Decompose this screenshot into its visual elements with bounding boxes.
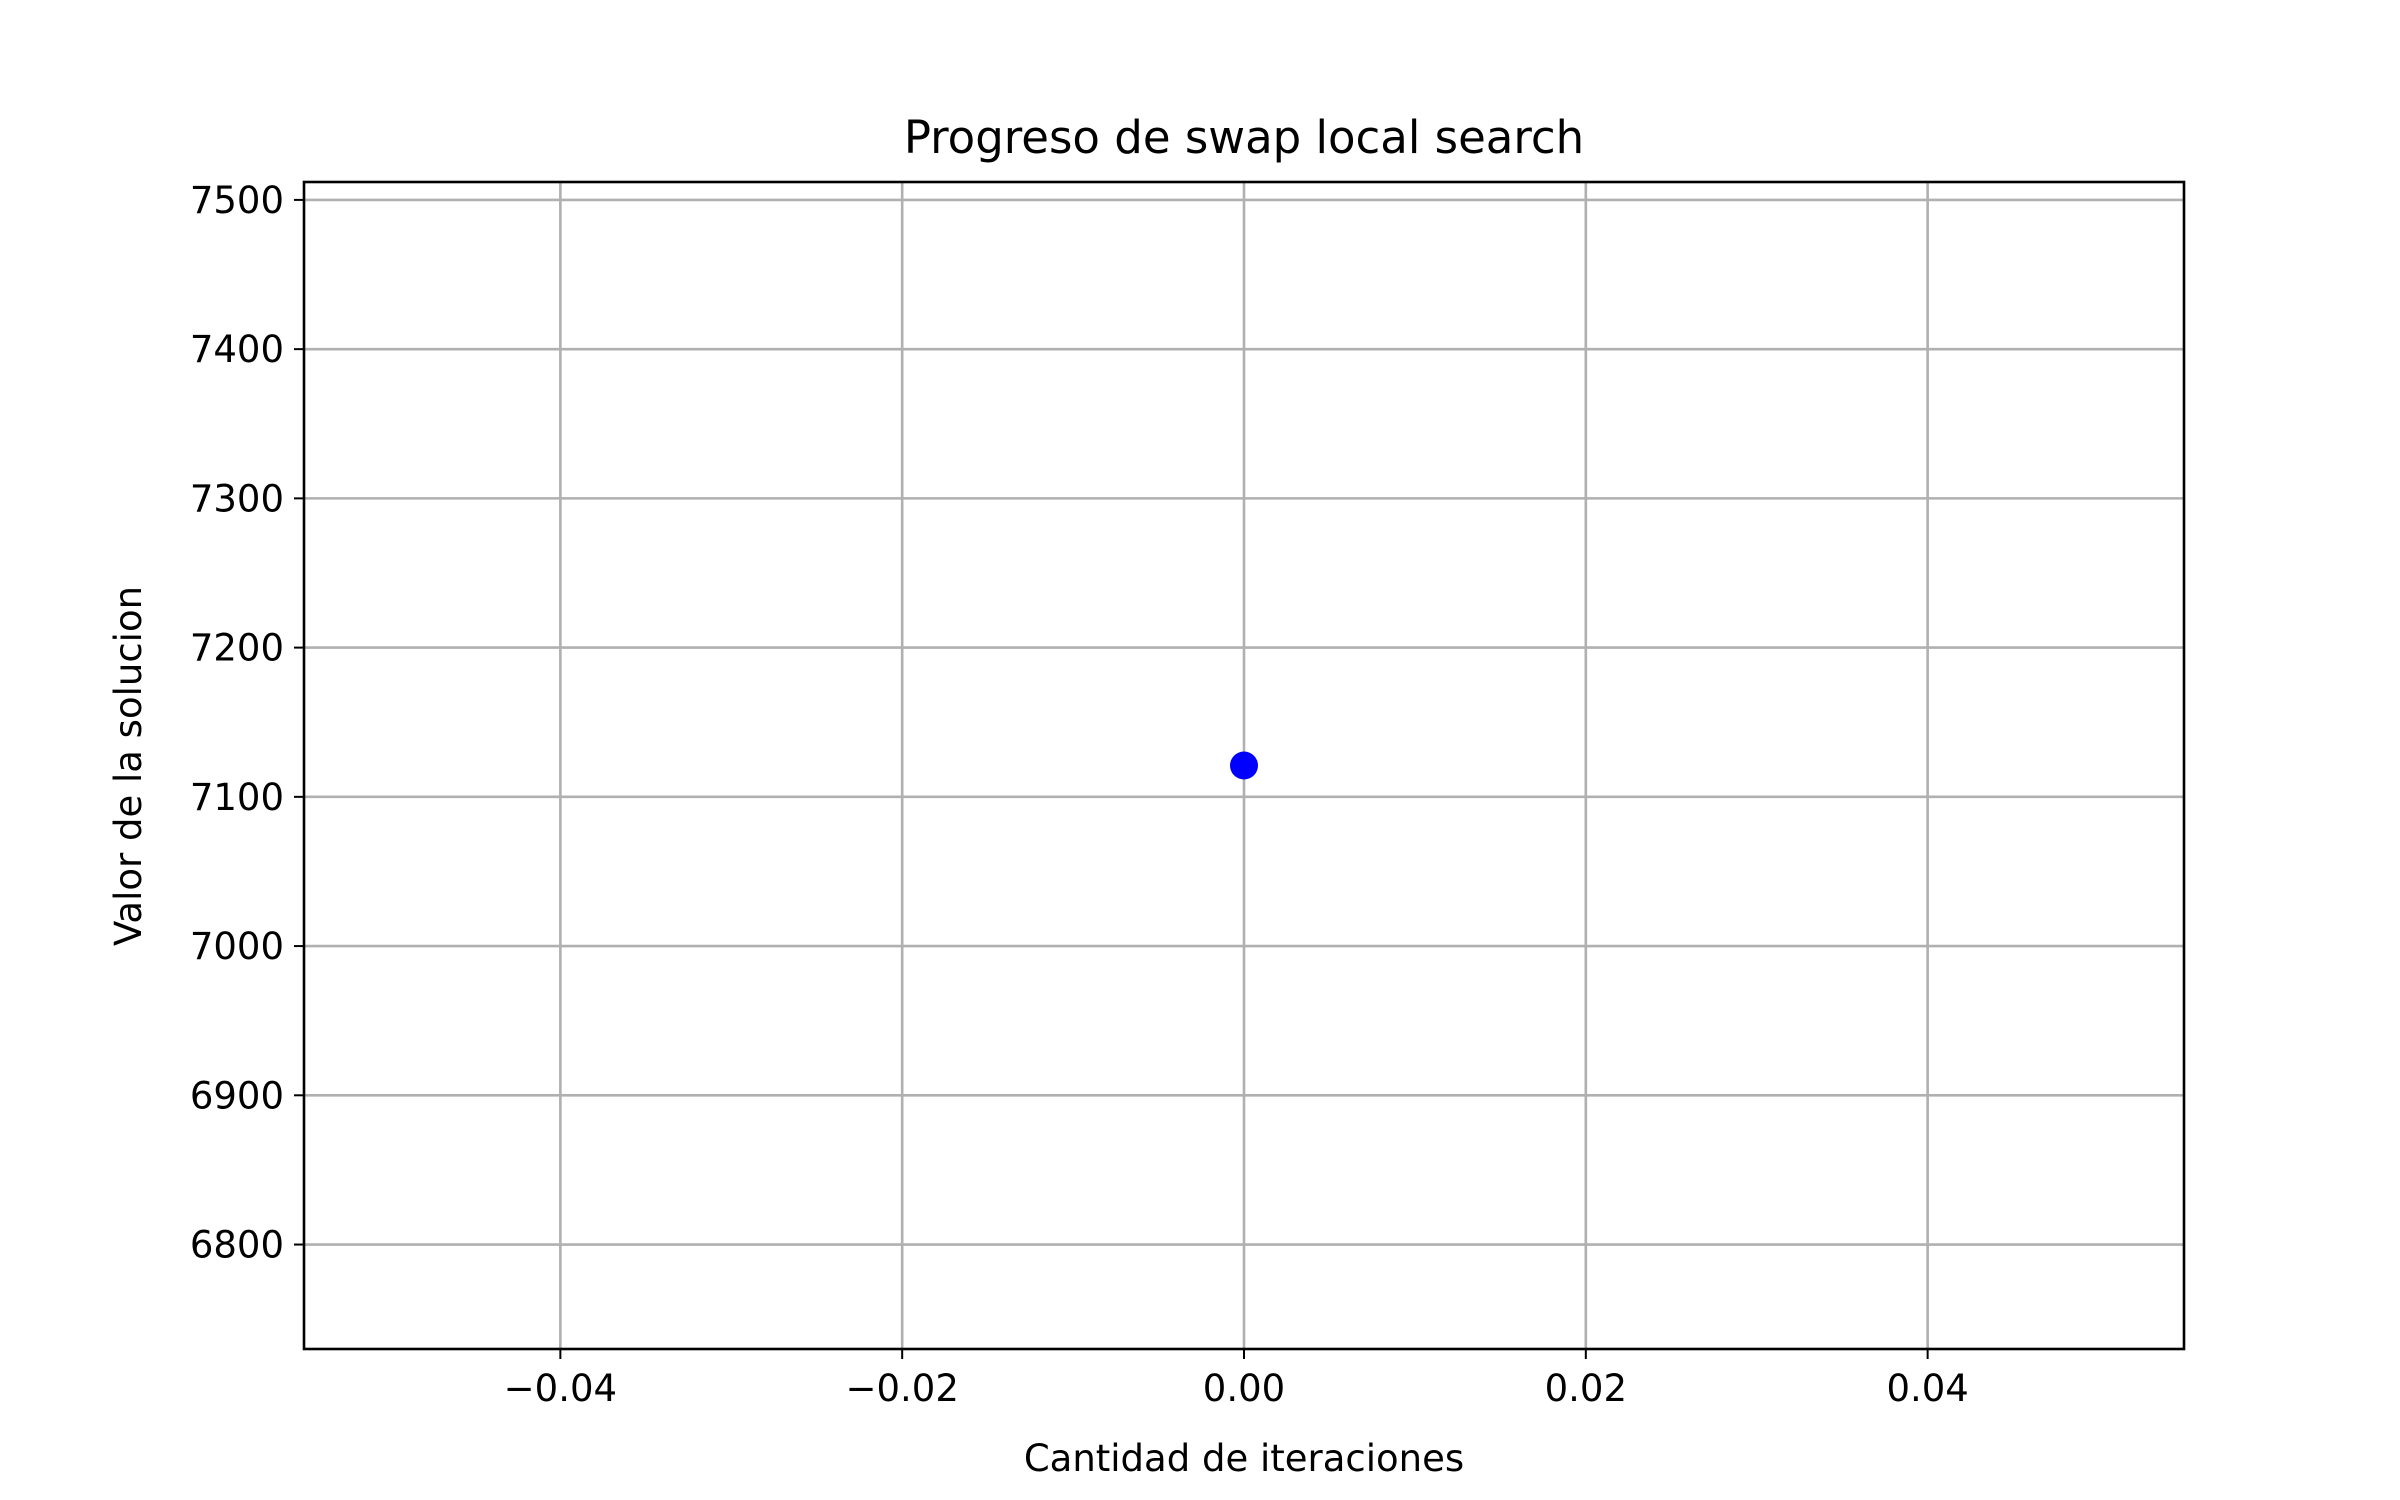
data-point: [1230, 751, 1258, 780]
y-tick-label: 7100: [190, 776, 284, 819]
y-tick-label: 6800: [190, 1224, 284, 1267]
x-tick-label: −0.04: [504, 1367, 617, 1410]
x-tick-label: 0.02: [1545, 1367, 1627, 1410]
x-axis-label: Cantidad de iteraciones: [1024, 1437, 1464, 1480]
x-tick-label: 0.00: [1203, 1367, 1285, 1410]
y-tick-label: 7200: [190, 627, 284, 670]
plot-data: [1230, 751, 1258, 780]
y-axis-label: Valor de la solucion: [107, 586, 150, 946]
y-tick-label: 7300: [190, 477, 284, 520]
grid: [304, 182, 2184, 1349]
y-tick-label: 7500: [190, 179, 284, 222]
chart-title: Progreso de swap local search: [904, 111, 1584, 164]
x-tick-label: 0.04: [1886, 1367, 1968, 1410]
y-tick-label: 6900: [190, 1074, 284, 1117]
axis-ticks: −0.04 −0.02 0.00 0.02 0.04 6800 6900 7000 7100 72…: [190, 179, 1969, 1410]
y-tick-label: 7400: [190, 328, 284, 371]
x-tick-label: −0.02: [845, 1367, 958, 1410]
y-tick-label: 7000: [190, 925, 284, 968]
